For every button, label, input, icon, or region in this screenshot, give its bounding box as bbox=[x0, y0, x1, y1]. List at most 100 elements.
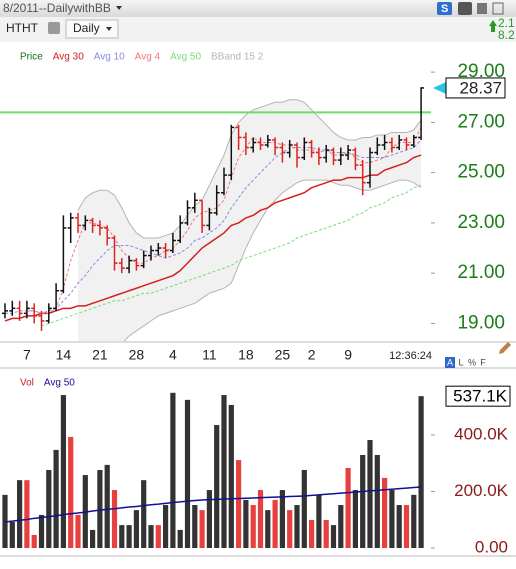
last-volume-box bbox=[445, 385, 511, 407]
volume-bar bbox=[214, 425, 220, 548]
volume-bar bbox=[126, 525, 132, 548]
y-tick-label: 21.00 bbox=[457, 262, 505, 283]
dropdown-arrow[interactable] bbox=[106, 27, 112, 31]
volume-bar bbox=[24, 480, 30, 548]
volume-bar bbox=[411, 494, 417, 548]
volume-bar bbox=[352, 490, 358, 548]
moving-average bbox=[41, 184, 422, 327]
y-tick-label: 25.00 bbox=[457, 162, 505, 183]
volume-bar bbox=[155, 525, 161, 548]
y-tick-label: 29.00 bbox=[457, 61, 505, 82]
volume-bar bbox=[170, 392, 176, 548]
plot-area bbox=[2, 392, 424, 548]
up-arrow bbox=[489, 20, 497, 32]
y-tick-label: 27.00 bbox=[457, 111, 505, 132]
moving-average bbox=[4, 154, 422, 322]
last-price: 28.37 bbox=[459, 78, 502, 97]
x-tick-label: 7 bbox=[23, 347, 31, 363]
volume-bar bbox=[31, 534, 37, 548]
volume-bar bbox=[192, 505, 198, 548]
title-bar bbox=[0, 0, 516, 17]
volume-bar bbox=[367, 440, 373, 548]
volume-bar bbox=[294, 505, 300, 548]
volume-bar bbox=[17, 480, 23, 548]
volume-bar bbox=[133, 510, 139, 548]
pencil-icon[interactable] bbox=[499, 342, 511, 354]
x-tick-label: 18 bbox=[238, 347, 254, 363]
last-price-box bbox=[445, 77, 506, 99]
volume-bar bbox=[243, 499, 249, 548]
t-icon[interactable] bbox=[458, 2, 472, 15]
y-tick-label: 0.00 bbox=[475, 537, 508, 556]
panel-button[interactable]: % bbox=[468, 357, 476, 367]
volume-bar bbox=[338, 505, 344, 548]
volume-bar bbox=[90, 529, 96, 548]
panel-button[interactable]: L bbox=[458, 357, 463, 367]
x-tick-label: 9 bbox=[344, 347, 352, 363]
volume-bar bbox=[279, 490, 285, 548]
interval[interactable]: Daily bbox=[73, 21, 100, 35]
panel-button[interactable]: F bbox=[480, 357, 486, 367]
x-tick-label: 28 bbox=[129, 347, 145, 363]
volume-bar bbox=[330, 525, 337, 548]
legend-entry: Avg 50 bbox=[44, 378, 75, 389]
volume-bar bbox=[272, 499, 278, 548]
interval-dropdown[interactable] bbox=[65, 19, 119, 39]
legend-entry: Avg 30 bbox=[53, 52, 84, 63]
volume-bar bbox=[177, 529, 183, 548]
y-tick-label: 400.0K bbox=[454, 424, 509, 443]
legend-entry: BBand 15 2 bbox=[211, 52, 264, 63]
time-label: 12:36:24 bbox=[389, 350, 432, 362]
volume-bar bbox=[374, 454, 380, 548]
x-tick-label: 11 bbox=[202, 347, 217, 363]
volume-bar bbox=[228, 404, 234, 548]
last-price-pointer bbox=[433, 81, 446, 94]
window-icon[interactable] bbox=[492, 2, 504, 15]
s-icon[interactable] bbox=[437, 2, 452, 15]
save-icon[interactable] bbox=[477, 3, 487, 14]
x-tick-label: 4 bbox=[169, 347, 177, 363]
last-volume: 537.1K bbox=[453, 387, 508, 406]
volume-bar bbox=[53, 449, 59, 548]
volume-bar bbox=[403, 505, 410, 548]
volume-bar bbox=[104, 464, 110, 548]
volume-bar bbox=[119, 525, 125, 548]
volume-bar bbox=[389, 490, 395, 548]
volume-bar bbox=[301, 469, 307, 548]
moving-average bbox=[5, 139, 422, 314]
volume-bar bbox=[46, 469, 52, 548]
volume-bar bbox=[236, 460, 242, 548]
x-tick-label: 21 bbox=[92, 347, 108, 363]
panel-button[interactable]: A bbox=[447, 357, 453, 367]
volume-average bbox=[4, 486, 422, 523]
panel-button-bg bbox=[445, 357, 455, 368]
volume-bar bbox=[97, 469, 103, 548]
volume-bar bbox=[68, 436, 74, 548]
x-tick-label: 14 bbox=[56, 347, 72, 363]
y-tick-label: 200.0K bbox=[454, 481, 509, 500]
legend-entry: Avg 4 bbox=[135, 52, 161, 63]
volume-bar bbox=[9, 521, 15, 548]
s-icon-letter: S bbox=[441, 3, 448, 15]
volume-bar bbox=[382, 477, 388, 548]
volume-bar bbox=[323, 520, 329, 548]
legend-entry: Avg 10 bbox=[94, 52, 125, 63]
volume-bar bbox=[396, 505, 402, 548]
volume-bar bbox=[265, 510, 271, 548]
plot-area bbox=[0, 87, 431, 341]
panel-buttons: A L% F bbox=[445, 357, 486, 368]
volume-bar bbox=[257, 490, 264, 548]
volume-bar bbox=[250, 505, 256, 548]
print-icon[interactable] bbox=[48, 22, 60, 34]
x-tick-label: 25 bbox=[275, 347, 291, 363]
bband-lower bbox=[123, 179, 422, 341]
volume-bar bbox=[111, 490, 118, 548]
title-menu-arrow[interactable] bbox=[116, 6, 122, 10]
symbol[interactable]: HTHT bbox=[6, 21, 39, 35]
bband-fill bbox=[78, 99, 422, 341]
legend-entry: Avg 50 bbox=[170, 52, 201, 63]
window-title: 8/2011--DailywithBB bbox=[3, 1, 111, 15]
volume-bar bbox=[163, 505, 169, 548]
volume-bar bbox=[221, 395, 227, 548]
